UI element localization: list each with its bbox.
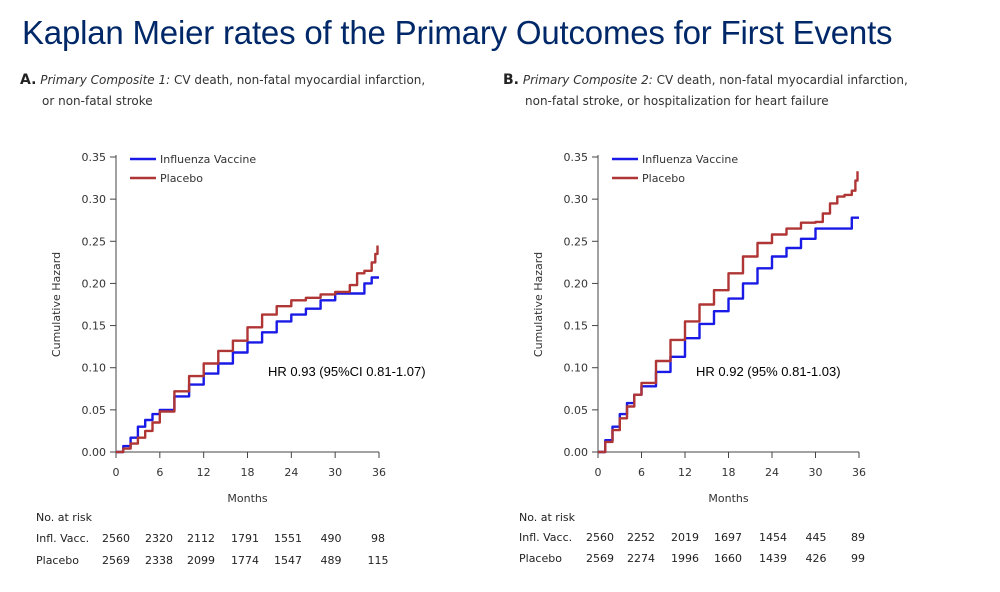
chart-a-at-risk-value: 2569 <box>102 554 130 567</box>
chart-a-series-placebo <box>116 245 379 454</box>
chart-b-at-risk-value: 2569 <box>586 552 614 565</box>
panel-a-caption-text: CV death, non-fatal myocardial infarctio… <box>170 73 426 87</box>
chart-a-legend-label-placebo: Placebo <box>160 172 203 185</box>
chart-b-at-risk-value: 89 <box>851 531 865 544</box>
panel-b-caption-italic: Primary Composite 2: <box>522 73 653 87</box>
chart-a-x-tick-label: 12 <box>197 466 211 479</box>
chart-b-at-risk-value: 2274 <box>627 552 655 565</box>
chart-a-at-risk-value: 1547 <box>274 554 302 567</box>
chart-a-at-risk-value: 1551 <box>274 532 302 545</box>
chart-b-at-risk-value: 1660 <box>714 552 742 565</box>
chart-a-y-tick-label: 0.15 <box>82 320 107 333</box>
chart-a-y-tick-label: 0.35 <box>82 151 107 164</box>
chart-a-at-risk-value: 2099 <box>187 554 215 567</box>
chart-a-at-risk-value: 2112 <box>187 532 215 545</box>
panel-b-caption-line2: non-fatal stroke, or hospitalization for… <box>525 94 829 108</box>
chart-b-y-tick-label: 0.25 <box>564 235 589 248</box>
chart-b-x-tick-label: 0 <box>595 466 602 479</box>
chart-a-at-risk-value: 115 <box>368 554 389 567</box>
chart-b-x-tick-label: 30 <box>809 466 823 479</box>
chart-a-at-risk-row-label: Infl. Vacc. <box>36 532 89 545</box>
chart-b-at-risk-row-label: Infl. Vacc. <box>519 531 572 544</box>
chart-b-x-tick-label: 36 <box>852 466 866 479</box>
chart-a-x-tick-label: 6 <box>156 466 163 479</box>
chart-a-at-risk-value: 1791 <box>231 532 259 545</box>
chart-b-x-tick-label: 12 <box>678 466 692 479</box>
chart-a-y-tick-label: 0.00 <box>82 446 107 459</box>
chart-b-series-placebo <box>598 171 859 454</box>
chart-a-hr-annotation: HR 0.93 (95%CI 0.81-1.07) <box>268 364 426 379</box>
chart-a-at-risk-value: 489 <box>321 554 342 567</box>
chart-a-y-tick-label: 0.25 <box>82 235 107 248</box>
chart-a-y-tick-label: 0.10 <box>82 362 107 375</box>
chart-a-y-tick-label: 0.30 <box>82 193 107 206</box>
chart-a-at-risk-value: 98 <box>371 532 385 545</box>
chart-a-at-risk-value: 2320 <box>145 532 173 545</box>
chart-b-at-risk-value: 426 <box>806 552 827 565</box>
chart-a-at-risk-value: 2338 <box>145 554 173 567</box>
chart-a-at-risk-header: No. at risk <box>36 511 93 524</box>
panel-a-caption: A. Primary Composite 1: CV death, non-fa… <box>20 70 460 112</box>
chart-b-at-risk-value: 99 <box>851 552 865 565</box>
chart-a-x-tick-label: 24 <box>284 466 298 479</box>
chart-b-legend-label-influenza-vaccine: Influenza Vaccine <box>642 153 738 166</box>
chart-a-at-risk-value: 2560 <box>102 532 130 545</box>
chart-b-at-risk-row-label: Placebo <box>519 552 562 565</box>
chart-a-at-risk-value: 1774 <box>231 554 259 567</box>
chart-b-y-tick-label: 0.35 <box>564 151 589 164</box>
chart-a-y-axis-label: Cumulative Hazard <box>50 252 63 357</box>
chart-b-at-risk-value: 1996 <box>671 552 699 565</box>
chart-b-at-risk-value: 1454 <box>759 531 787 544</box>
chart-b-y-tick-label: 0.30 <box>564 193 589 206</box>
chart-b-at-risk-value: 445 <box>806 531 827 544</box>
chart-a-x-tick-label: 36 <box>372 466 386 479</box>
chart-b-y-tick-label: 0.10 <box>564 362 589 375</box>
chart-a-y-tick-label: 0.20 <box>82 277 107 290</box>
panel-b-caption-text: CV death, non-fatal myocardial infarctio… <box>652 73 908 87</box>
chart-b-at-risk-value: 1697 <box>714 531 742 544</box>
chart-b-x-tick-label: 6 <box>638 466 645 479</box>
chart-b-at-risk-value: 2560 <box>586 531 614 544</box>
chart-b-at-risk-value: 2252 <box>627 531 655 544</box>
chart-b-y-tick-label: 0.20 <box>564 277 589 290</box>
chart-b-hr-annotation: HR 0.92 (95% 0.81-1.03) <box>696 364 841 379</box>
chart-b-at-risk-value: 1439 <box>759 552 787 565</box>
chart-b-x-axis-label: Months <box>708 492 748 505</box>
chart-b-at-risk-header: No. at risk <box>519 511 576 524</box>
chart-a-legend-label-influenza-vaccine: Influenza Vaccine <box>160 153 256 166</box>
chart-a-at-risk-row-label: Placebo <box>36 554 79 567</box>
panel-a-caption-line2: or non-fatal stroke <box>42 94 153 108</box>
chart-b-x-tick-label: 24 <box>765 466 779 479</box>
chart-a-at-risk-value: 490 <box>321 532 342 545</box>
chart-b-y-tick-label: 0.05 <box>564 404 589 417</box>
chart-a-y-tick-label: 0.05 <box>82 404 107 417</box>
chart-b-y-axis-label: Cumulative Hazard <box>532 252 545 357</box>
slide-title: Kaplan Meier rates of the Primary Outcom… <box>22 14 893 51</box>
chart-b-x-tick-label: 18 <box>722 466 736 479</box>
chart-a-x-tick-label: 18 <box>241 466 255 479</box>
chart-a-x-tick-label: 0 <box>113 466 120 479</box>
chart-b-at-risk-value: 2019 <box>671 531 699 544</box>
chart-b-legend-label-placebo: Placebo <box>642 172 685 185</box>
chart-a-x-tick-label: 30 <box>328 466 342 479</box>
panel-b-letter: B. <box>503 72 519 88</box>
panel-a-letter: A. <box>20 72 37 88</box>
panel-b-caption: B. Primary Composite 2: CV death, non-fa… <box>503 70 943 112</box>
chart-b-y-tick-label: 0.00 <box>564 446 589 459</box>
chart-b-y-tick-label: 0.15 <box>564 320 589 333</box>
chart-a-x-axis-label: Months <box>227 492 267 505</box>
panel-a-caption-italic: Primary Composite 1: <box>40 73 171 87</box>
chart-a-series-influenza-vaccine <box>116 276 379 454</box>
chart-b-series-influenza-vaccine <box>598 216 859 454</box>
